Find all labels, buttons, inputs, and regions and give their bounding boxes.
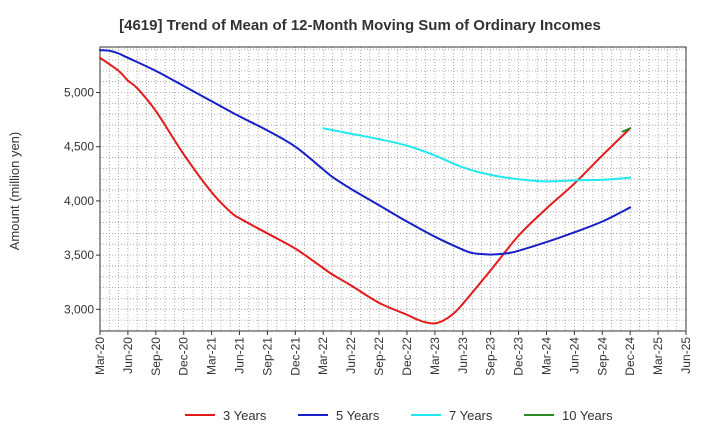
x-tick-label: Mar-23	[428, 337, 442, 375]
x-tick-label: Sep-20	[149, 337, 163, 376]
x-tick-label: Dec-22	[400, 337, 414, 376]
x-tick-label: Jun-21	[233, 337, 247, 374]
legend: 3 Years 5 Years 7 Years 10 Years	[185, 408, 613, 423]
series-line-7-years	[322, 127, 632, 183]
x-tick-label: Jun-25	[679, 337, 693, 374]
plot-area: 3,000 3,500 4,000 4,500 5,000 Mar-20 Jun-20 Sep…	[64, 46, 693, 376]
x-tick-label: Sep-22	[372, 337, 386, 376]
x-tick-label: Dec-21	[288, 337, 302, 376]
y-tick-label: 3,000	[64, 302, 94, 316]
y-tick-label: 3,500	[64, 248, 94, 262]
chart-title: [4619] Trend of Mean of 12-Month Moving …	[119, 17, 601, 34]
x-tick-label: Jun-24	[567, 337, 581, 374]
plot-frame	[99, 46, 687, 332]
x-tick-label: Mar-21	[205, 337, 219, 375]
x-tick-label: Dec-20	[177, 337, 191, 376]
x-tick-label: Sep-21	[260, 337, 274, 376]
x-tick-label: Dec-24	[623, 337, 637, 376]
legend-label-7-years: 7 Years	[449, 408, 493, 423]
legend-label-10-years: 10 Years	[562, 408, 613, 423]
x-tick-label: Sep-24	[595, 337, 609, 376]
x-tick-label: Mar-22	[316, 337, 330, 375]
y-axis-label: Amount (million yen)	[7, 132, 22, 251]
series-line-5-years	[99, 49, 632, 256]
y-tick-label: 5,000	[64, 86, 94, 100]
legend-label-3-years: 3 Years	[223, 408, 267, 423]
legend-label-5-years: 5 Years	[336, 408, 380, 423]
x-tick-label: Mar-20	[93, 337, 107, 375]
x-tick-label: Jun-23	[456, 337, 470, 374]
y-tick-label: 4,000	[64, 194, 94, 208]
series-line-3-years	[99, 56, 632, 325]
series-line-10-years	[621, 127, 632, 133]
x-tick-label: Mar-24	[539, 337, 553, 375]
y-tick-label: 4,500	[64, 140, 94, 154]
x-tick-label: Dec-23	[512, 337, 526, 376]
x-tick-label: Jun-20	[121, 337, 135, 374]
x-tick-label: Mar-25	[651, 337, 665, 375]
x-tick-label: Sep-23	[484, 337, 498, 376]
x-tick-label: Jun-22	[344, 337, 358, 374]
